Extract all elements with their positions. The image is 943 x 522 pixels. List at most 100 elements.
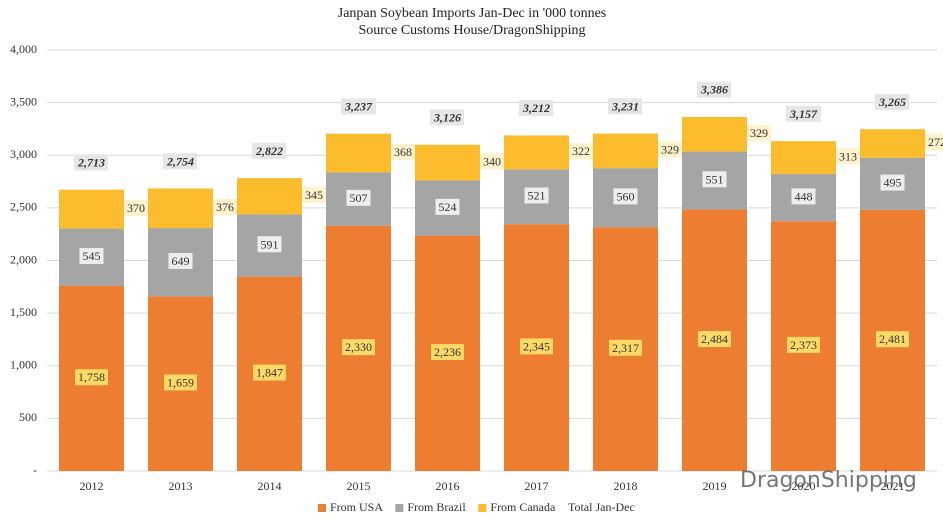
brazil-label: 448 (795, 189, 813, 203)
canada-label: 313 (839, 149, 857, 163)
watermark: DragonShipping (740, 468, 917, 493)
canada-label: 376 (216, 200, 234, 214)
total-label-box (341, 98, 376, 115)
total-label-box (519, 100, 553, 117)
usa-label-box (609, 339, 642, 356)
total-label-box (163, 153, 197, 170)
brazil-label-box (702, 171, 727, 188)
x-tick-label: 2016 (436, 479, 460, 493)
chart-subtitle: Source Customs House/DragonShipping (358, 23, 585, 38)
canada-label-box (302, 186, 326, 203)
canada-label: 322 (572, 144, 590, 158)
usa-label: 2,373 (790, 338, 817, 352)
y-tick-label: 1,500 (10, 305, 37, 319)
bar-segment (59, 189, 124, 229)
bar-segment (860, 129, 925, 158)
legend-label: From Canada (490, 500, 556, 514)
x-tick-label: 2019 (703, 479, 727, 493)
bar-segment (237, 178, 302, 215)
legend-label: From USA (330, 500, 383, 514)
canada-label: 272 (928, 135, 943, 149)
total-label-box (786, 105, 821, 122)
usa-label-box (164, 374, 197, 391)
total-label: 3,126 (433, 110, 461, 124)
x-tick-label: 2012 (80, 479, 104, 493)
usa-label: 2,345 (523, 339, 550, 353)
usa-label-box (787, 336, 820, 353)
y-tick-label: 4,000 (10, 42, 37, 56)
brazil-label-box (257, 236, 282, 253)
bar-segment (415, 144, 480, 181)
total-label-box (252, 142, 286, 159)
bar-segment (682, 116, 747, 152)
canada-label-box (124, 199, 148, 216)
y-tick-label: - (33, 463, 37, 477)
bar-segment (593, 133, 658, 169)
total-label: 3,265 (878, 95, 906, 109)
x-tick-label: 2020 (792, 479, 816, 493)
bar-segment (504, 135, 569, 170)
total-label: 3,237 (344, 99, 373, 113)
y-tick-label: 3,000 (10, 147, 37, 161)
brazil-label: 495 (884, 176, 902, 190)
usa-label-box (876, 331, 909, 348)
bar-segment (148, 188, 213, 229)
brazil-label-box (613, 188, 638, 205)
y-tick-label: 3,500 (10, 94, 37, 108)
x-tick-label: 2015 (347, 479, 371, 493)
brazil-label-box (346, 189, 371, 206)
canada-label: 368 (394, 145, 412, 159)
legend-label: Total Jan-Dec (568, 500, 635, 514)
legend-label: From Brazil (407, 500, 466, 514)
canada-label-box (480, 153, 504, 170)
canada-label: 370 (127, 201, 145, 215)
x-tick-label: 2014 (258, 479, 282, 493)
usa-label: 2,317 (612, 341, 639, 355)
total-label: 2,713 (77, 155, 105, 169)
usa-label: 1,758 (78, 370, 105, 384)
legend-swatch (395, 504, 404, 512)
usa-label: 1,847 (256, 366, 283, 380)
total-label: 2,822 (255, 144, 283, 158)
brazil-label: 507 (350, 191, 368, 205)
x-tick-label: 2021 (881, 479, 905, 493)
brazil-label-box (168, 252, 193, 269)
canada-label-box (836, 148, 860, 165)
usa-label-box (520, 338, 553, 355)
total-label-box (430, 109, 464, 126)
legend-swatch (318, 504, 326, 512)
total-label-box (74, 154, 108, 171)
canada-label: 340 (483, 154, 501, 168)
canada-label-box (391, 143, 415, 160)
total-label-box (697, 81, 731, 98)
brazil-label: 591 (261, 237, 279, 251)
y-tick-label: 2,000 (10, 252, 37, 266)
total-label: 3,157 (789, 107, 818, 121)
canada-label-box (569, 143, 593, 160)
canada-label: 329 (750, 126, 768, 140)
usa-label-box (342, 339, 375, 356)
total-label: 3,231 (611, 99, 639, 113)
total-label: 2,754 (166, 154, 194, 168)
bar-segment (771, 141, 836, 175)
x-tick-label: 2017 (525, 479, 549, 493)
usa-label: 1,659 (167, 375, 194, 389)
y-tick-label: 1,000 (10, 358, 37, 372)
usa-label: 2,330 (345, 340, 372, 354)
usa-label-box (253, 364, 286, 381)
total-label-box (875, 93, 909, 110)
canada-label-box (747, 125, 771, 142)
brazil-label: 551 (706, 172, 724, 186)
x-tick-label: 2018 (614, 479, 638, 493)
brazil-label-box (524, 187, 549, 204)
brazil-label: 521 (528, 189, 546, 203)
brazil-label-box (791, 188, 816, 205)
usa-label-box (431, 344, 464, 361)
total-label-box (608, 98, 642, 115)
bar-segment (326, 133, 391, 173)
usa-label-box (698, 331, 731, 348)
canada-label: 345 (305, 188, 323, 202)
total-label: 3,212 (522, 101, 550, 115)
brazil-label-box (880, 174, 905, 191)
